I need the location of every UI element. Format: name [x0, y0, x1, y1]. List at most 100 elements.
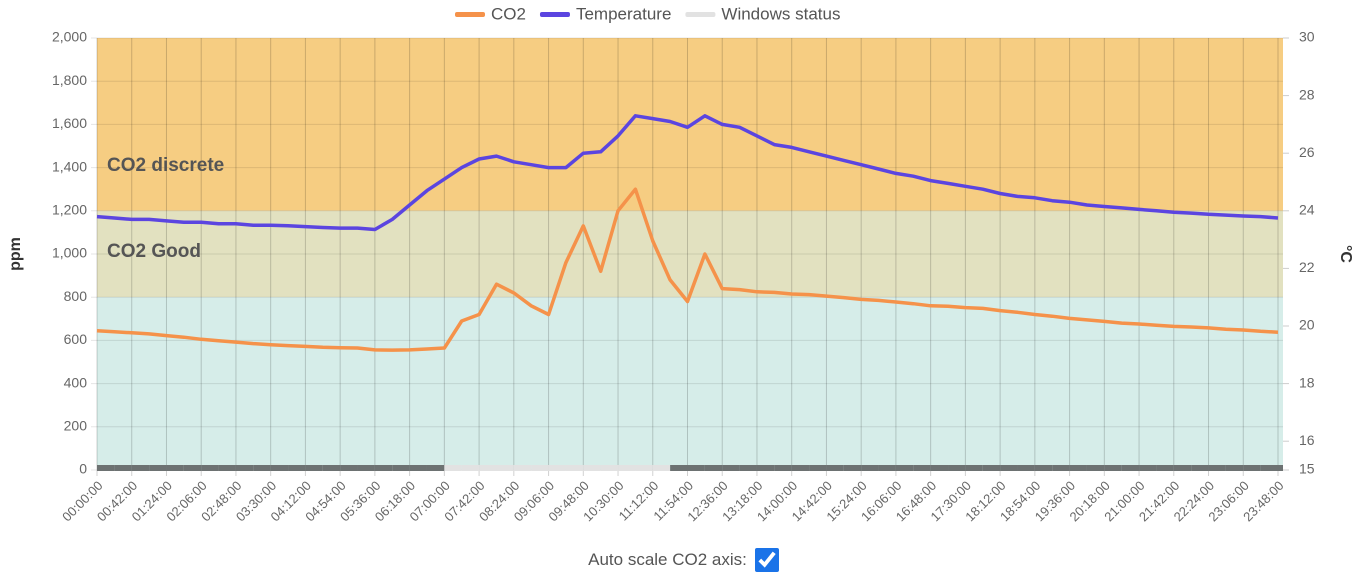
window-status-segment	[201, 465, 219, 471]
window-status-segment	[1278, 465, 1283, 471]
window-status-segment	[1069, 465, 1087, 471]
legend-label: Temperature	[576, 4, 671, 23]
y-tick-label: 2,000	[52, 29, 87, 45]
window-status-segment	[878, 465, 896, 471]
window-status-segment	[704, 465, 723, 471]
window-status-segment	[965, 465, 983, 471]
y2-tick-label: 18	[1299, 374, 1315, 390]
window-status-segment	[461, 465, 480, 471]
window-status-segment	[479, 465, 497, 471]
window-status-segment	[218, 465, 236, 471]
series-line	[96, 114, 1279, 232]
window-status-segment	[809, 465, 827, 471]
y-tick-label: 1,000	[52, 245, 87, 261]
y2-tick-label: 15	[1299, 461, 1315, 477]
legend-label: Windows status	[721, 4, 840, 23]
window-status-segment	[618, 465, 636, 471]
y-tick-label: 200	[64, 418, 88, 434]
window-status-segment	[444, 465, 462, 471]
auto-scale-control[interactable]: Auto scale CO2 axis:	[588, 548, 779, 572]
band	[97, 297, 1283, 470]
chart: ppm °C 0 200 400 600 800 1,000 1,200 1,400 1,600…	[7, 0, 1354, 524]
series-line	[96, 187, 1279, 352]
y-tick-label: 400	[64, 374, 88, 390]
y-tick-label: 1,400	[52, 158, 87, 174]
y2-tick-label: 26	[1299, 144, 1315, 160]
window-status-segment	[322, 465, 341, 471]
y2-tick-label: 30	[1299, 29, 1315, 45]
window-status-segment	[948, 465, 966, 471]
window-status-segment	[513, 465, 532, 471]
window-status-segment	[1260, 465, 1278, 471]
window-status-segment	[1034, 465, 1053, 471]
window-status-segment	[531, 465, 549, 471]
window-status-segment	[1208, 465, 1226, 471]
window-status-segment	[496, 465, 514, 471]
window-status-segment	[1017, 465, 1035, 471]
y-axis-label: ppm	[7, 237, 24, 271]
window-status-segment	[183, 465, 202, 471]
window-status-segment	[1052, 465, 1070, 471]
y-tick-label: 800	[64, 288, 88, 304]
window-status-segment	[756, 465, 775, 471]
window-status-segment	[288, 465, 306, 471]
band-label: CO2 Good	[107, 241, 201, 262]
window-status-segment	[253, 465, 271, 471]
legend-label: CO2	[491, 4, 526, 23]
window-status-segment	[722, 465, 740, 471]
window-status-segment	[1156, 465, 1174, 471]
auto-scale-checkbox[interactable]	[754, 548, 779, 572]
y2-axis-label: °C	[1337, 245, 1354, 263]
window-status-segment	[982, 465, 1001, 471]
y-tick-label: 0	[79, 461, 87, 477]
window-status-segment	[166, 465, 184, 471]
y2-tick-label: 20	[1299, 317, 1315, 333]
window-status-segment	[114, 465, 132, 471]
window-status-segment	[826, 465, 844, 471]
window-status-segment	[409, 465, 427, 471]
y2-tick-label: 28	[1299, 86, 1315, 102]
y-tick-label: 1,800	[52, 72, 87, 88]
window-status-segment	[791, 465, 810, 471]
y2-tick-label: 16	[1299, 432, 1315, 448]
legend-swatch	[455, 12, 485, 17]
band-label: CO2 bad	[107, 0, 185, 3]
window-status-segment	[565, 465, 584, 471]
window-status-segment	[340, 465, 358, 471]
window-status-segment	[1139, 465, 1157, 471]
window-status-segment	[739, 465, 757, 471]
window-status-segment	[913, 465, 931, 471]
auto-scale-label: Auto scale CO2 axis:	[588, 550, 747, 569]
window-status-segment	[392, 465, 410, 471]
window-status-segment	[1000, 465, 1018, 471]
legend-swatch	[685, 12, 716, 17]
window-status-segment	[131, 465, 150, 471]
window-status-segment	[861, 465, 879, 471]
window-status-segment	[843, 465, 862, 471]
window-status-segment	[1086, 465, 1105, 471]
y-tick-label: 1,200	[52, 202, 87, 218]
window-status-segment	[600, 465, 619, 471]
window-status-segment	[97, 465, 115, 471]
window-status-segment	[670, 465, 688, 471]
controls: Auto scale CO2 axis:	[0, 548, 1367, 572]
window-status-segment	[548, 465, 566, 471]
window-status-segment	[1121, 465, 1140, 471]
y2-tick-label: 22	[1299, 259, 1315, 275]
band-label: CO2 discrete	[107, 155, 224, 176]
window-status-segment	[1173, 465, 1192, 471]
y2-tick-label: 24	[1299, 202, 1315, 218]
window-status-segment	[687, 465, 705, 471]
window-status-segment	[583, 465, 601, 471]
window-status-segment	[305, 465, 323, 471]
window-status-segment	[635, 465, 653, 471]
window-status-segment	[426, 465, 445, 471]
window-status-segment	[1225, 465, 1244, 471]
window-status-segment	[357, 465, 375, 471]
window-status-segment	[652, 465, 671, 471]
window-status-segment	[235, 465, 254, 471]
window-status-segment	[1104, 465, 1122, 471]
window-status-segment	[270, 465, 289, 471]
window-status-segment	[1191, 465, 1209, 471]
